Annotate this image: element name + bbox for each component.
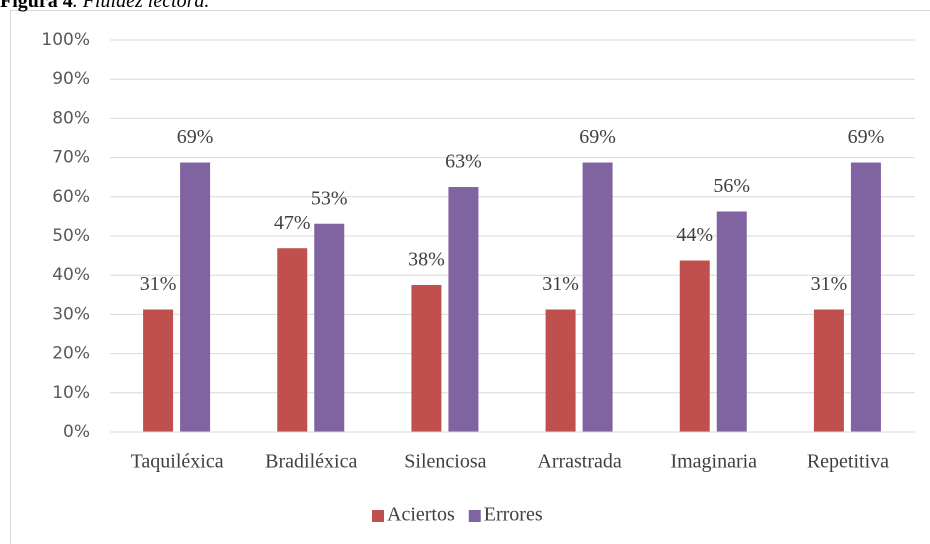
bar xyxy=(813,309,844,432)
y-tick-label: 60% xyxy=(52,187,90,207)
data-label: 47% xyxy=(274,212,311,234)
bar xyxy=(411,285,442,432)
data-label: 63% xyxy=(445,151,482,173)
legend-label: Aciertos xyxy=(387,504,455,526)
data-label: 44% xyxy=(676,224,713,246)
legend-swatch xyxy=(468,510,481,522)
y-tick-label: 10% xyxy=(52,383,90,403)
data-label: 31% xyxy=(811,273,848,295)
data-label: 38% xyxy=(408,249,445,271)
bar xyxy=(448,187,479,432)
bar xyxy=(277,248,308,432)
y-tick-label: 40% xyxy=(52,265,90,285)
x-tick-label: Arrastrada xyxy=(537,451,622,473)
data-label: 31% xyxy=(542,273,579,295)
y-tick-label: 100% xyxy=(41,30,90,50)
data-label: 69% xyxy=(848,126,885,148)
y-tick-label: 20% xyxy=(52,344,90,364)
y-tick-label: 30% xyxy=(52,304,90,324)
data-label: 69% xyxy=(579,126,616,148)
subtitle: . Fluidez lectora. xyxy=(73,0,210,12)
bar xyxy=(582,162,613,432)
bar xyxy=(545,309,576,432)
y-tick-label: 50% xyxy=(52,226,90,246)
y-tick-label: 80% xyxy=(52,108,90,128)
x-tick-label: Bradiléxica xyxy=(265,451,357,473)
x-tick-label: Imaginaria xyxy=(670,451,757,473)
bar xyxy=(716,211,747,432)
legend-swatch xyxy=(372,510,384,522)
bar xyxy=(143,309,174,432)
bar xyxy=(180,162,211,432)
chart-title: Figura 4. Fluidez lectora. xyxy=(0,0,209,12)
x-tick-label: Taquiléxica xyxy=(131,451,224,473)
bar xyxy=(314,223,345,432)
x-tick-label: Repetitiva xyxy=(807,451,889,473)
y-tick-label: 70% xyxy=(52,148,90,168)
bar xyxy=(679,260,710,432)
data-label: 56% xyxy=(713,175,750,197)
data-label: 53% xyxy=(311,187,348,209)
x-tick-label: Silenciosa xyxy=(404,451,486,473)
bar xyxy=(850,162,881,432)
title: Figura 4 xyxy=(0,0,73,12)
data-label: 69% xyxy=(177,126,214,148)
data-label: 31% xyxy=(140,273,177,295)
y-tick-label: 90% xyxy=(52,69,90,89)
legend-label: Errores xyxy=(484,504,543,526)
y-tick-label: 0% xyxy=(63,422,90,442)
